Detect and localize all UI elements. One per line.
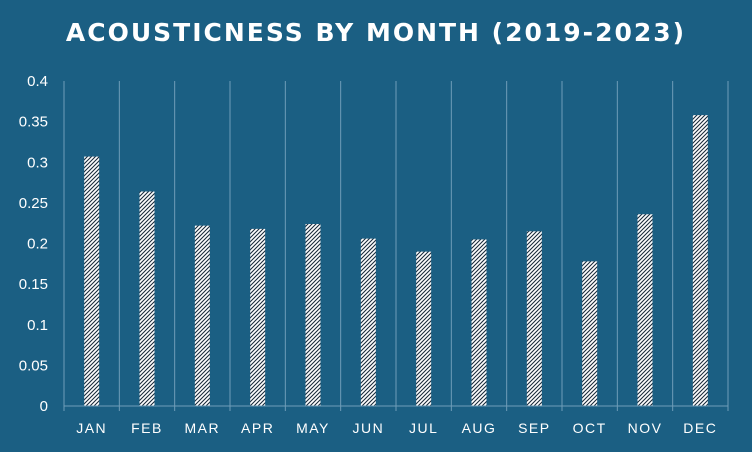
bar-jan — [84, 156, 100, 406]
x-tick-label: AUG — [462, 420, 497, 436]
x-tick-label: FEB — [131, 420, 163, 436]
x-tick-label: JAN — [76, 420, 107, 436]
y-tick-label: 0.35 — [19, 114, 48, 131]
x-tick-label: MAR — [185, 420, 221, 436]
bar-dec — [692, 115, 708, 406]
bar-may — [305, 224, 321, 406]
y-tick-label: 0.25 — [19, 195, 48, 212]
x-tick-label: JUN — [352, 420, 384, 436]
x-tick-label: NOV — [628, 420, 663, 436]
y-tick-label: 0.4 — [27, 73, 48, 90]
x-tick-label: SEP — [518, 420, 551, 436]
bar-apr — [250, 228, 266, 406]
bar-jun — [360, 238, 376, 406]
x-tick-label: DEC — [683, 420, 717, 436]
y-tick-label: 0.2 — [27, 236, 48, 253]
bar-mar — [194, 225, 210, 406]
y-tick-label: 0.1 — [27, 317, 48, 334]
y-tick-label: 0.3 — [27, 154, 48, 171]
bar-jul — [416, 251, 432, 406]
x-tick-label: APR — [241, 420, 274, 436]
chart-title: ACOUSTICNESS BY MONTH (2019-2023) — [65, 18, 687, 47]
bar-aug — [471, 239, 487, 406]
y-tick-label: 0.15 — [19, 276, 48, 293]
y-tick-label: 0.05 — [19, 357, 48, 374]
x-tick-label: MAY — [296, 420, 330, 436]
bar-oct — [582, 261, 598, 406]
x-tick-label: OCT — [573, 420, 607, 436]
bar-sep — [526, 231, 542, 406]
x-tick-label: JUL — [409, 420, 438, 436]
bar-nov — [637, 214, 653, 406]
bar-feb — [139, 191, 155, 406]
y-tick-label: 0 — [40, 398, 48, 415]
